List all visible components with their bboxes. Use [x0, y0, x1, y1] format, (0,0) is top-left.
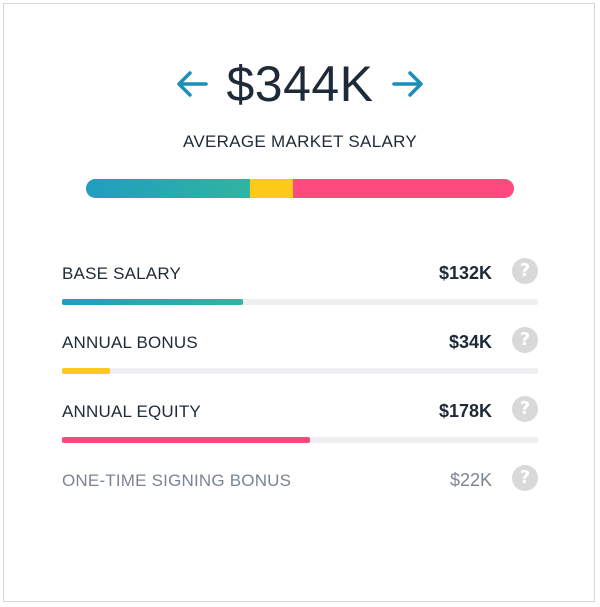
component-row-annual-equity: ANNUAL EQUITY $178K ?: [62, 392, 538, 461]
component-track: [62, 299, 538, 305]
component-value: $178K: [438, 401, 492, 421]
component-track: [62, 437, 538, 443]
question-circle-icon[interactable]: ?: [512, 396, 538, 422]
component-value: $34K: [448, 332, 492, 352]
component-label: BASE SALARY: [62, 264, 182, 283]
component-fill-equity: [62, 437, 310, 443]
component-track: [62, 368, 538, 374]
component-fill-bonus: [62, 368, 110, 374]
component-label: ANNUAL EQUITY: [62, 402, 201, 421]
salary-breakdown-bar: [86, 179, 514, 198]
question-circle-icon[interactable]: ?: [512, 258, 538, 284]
question-circle-icon[interactable]: ?: [512, 465, 538, 491]
question-circle-icon[interactable]: ?: [512, 327, 538, 353]
component-row-base-salary: BASE SALARY $132K ?: [62, 254, 538, 323]
arrow-right-icon: [391, 71, 423, 97]
component-value: $132K: [438, 263, 492, 283]
salary-header: $344K: [4, 56, 596, 112]
total-salary: $344K: [226, 56, 374, 112]
salary-components-list: BASE SALARY $132K ? ANNUAL BONUS $34K ? …: [62, 254, 538, 530]
next-button[interactable]: [388, 64, 428, 104]
salary-card: $344K AVERAGE MARKET SALARY BASE SALARY …: [3, 3, 595, 602]
bar-segment-base: [86, 179, 251, 198]
prev-button[interactable]: [172, 64, 212, 104]
component-row-annual-bonus: ANNUAL BONUS $34K ?: [62, 323, 538, 392]
arrow-left-icon: [177, 71, 209, 97]
bar-segment-bonus: [250, 179, 293, 198]
component-label: ONE-TIME SIGNING BONUS: [62, 471, 292, 490]
bar-segment-equity: [292, 179, 514, 198]
component-fill-base: [62, 299, 243, 305]
component-value: $22K: [449, 470, 492, 490]
component-label: ANNUAL BONUS: [62, 333, 198, 352]
page-subtitle: AVERAGE MARKET SALARY: [183, 132, 417, 151]
component-row-signing-bonus: ONE-TIME SIGNING BONUS $22K ?: [62, 461, 538, 530]
